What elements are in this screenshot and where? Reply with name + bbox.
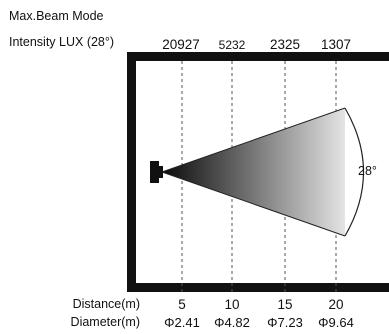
lux-value-15m: 2325 [269,37,301,52]
distance-10: 10 [224,297,240,312]
beam-edge-bottom [161,171,346,237]
lux-value-20m: 1307 [320,37,352,52]
diameter-row-label: Diameter(m) [70,315,140,329]
diameter-15m: Φ7.23 [267,315,303,330]
distance-15: 15 [277,297,293,312]
diameter-5m: Φ2.41 [164,315,200,330]
diameter-10m: Φ4.82 [214,315,250,330]
fixture-lens [158,166,163,178]
diameter-20m: Φ9.64 [318,315,354,330]
distance-20: 20 [328,297,344,312]
intensity-label: Intensity LUX (28°) [9,35,115,49]
mode-title: Max.Beam Mode [9,9,104,23]
lux-value-10m: 5232 [218,38,246,52]
beam-cone [162,108,345,236]
distance-row-label: Distance(m) [72,297,140,311]
beam-angle-arc [344,107,365,237]
lux-value-5m: 20927 [162,37,200,52]
beam-angle-label: 28° [358,164,377,178]
fixture-icon [150,161,159,183]
beam-edge-top [161,107,346,173]
distance-5: 5 [178,297,186,312]
